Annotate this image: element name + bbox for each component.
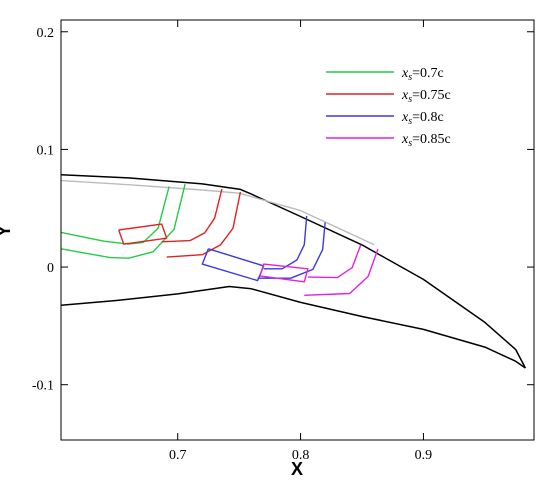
series-slot-0-8c-a	[263, 215, 308, 270]
y-tick-label: -0.1	[32, 379, 54, 394]
series-slot-0-85c-box	[259, 263, 309, 283]
y-tick-label: 0	[47, 261, 54, 276]
x-tick-label: 0.8	[292, 448, 310, 463]
series-slot-0-8c-b	[257, 222, 326, 279]
y-axis-title: Y	[0, 225, 14, 237]
curve-layer	[61, 173, 527, 369]
y-tick-label: 0.2	[37, 26, 55, 41]
legend-label: xs=0.7c	[401, 66, 444, 83]
series-slot-0-7c-b	[61, 183, 186, 259]
y-tick-label: 0.1	[37, 143, 55, 158]
series-slot-0-85c-b	[304, 248, 379, 296]
x-tick-label: 0.7	[169, 448, 187, 463]
legend-label: xs=0.75c	[401, 88, 451, 105]
plot-frame	[60, 19, 535, 441]
series-slot-0-8c-box	[201, 248, 265, 282]
series-slot-0-7c-a	[61, 186, 170, 245]
series-slot-0-75c-box	[118, 223, 168, 245]
series-slot-0-75c-a	[161, 188, 223, 243]
tick-layer: 0.7 0.8 0.9 0.2 0.1 0 -0.1	[32, 20, 534, 463]
series-slot-0-85c-a	[307, 244, 362, 279]
legend-label: xs=0.8c	[401, 110, 444, 127]
x-tick-label: 0.9	[415, 448, 433, 463]
legend: xs=0.7c xs=0.75c xs=0.8c xs=0.85c	[326, 66, 451, 149]
legend-label: xs=0.85c	[401, 132, 451, 149]
x-axis-title: X	[291, 459, 303, 479]
series-airfoil-upper	[61, 173, 527, 369]
series-slot-0-75c-b	[166, 191, 242, 258]
series-inner-contour	[61, 179, 375, 246]
series-airfoil-lower	[61, 285, 526, 369]
